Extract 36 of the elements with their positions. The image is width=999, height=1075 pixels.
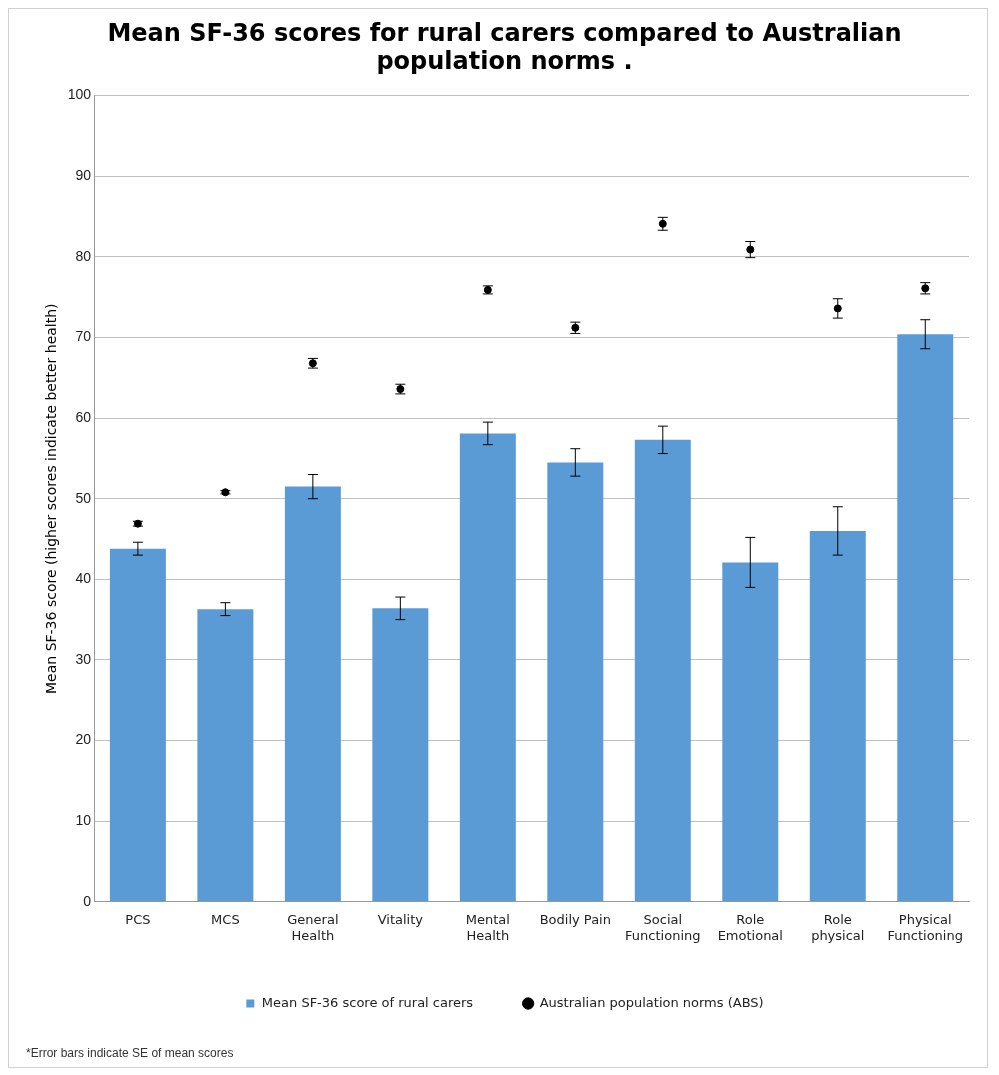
bar xyxy=(722,562,779,902)
y-tick-label: 70 xyxy=(75,328,92,345)
x-tick-label: PCS xyxy=(125,911,151,927)
bar xyxy=(284,486,341,902)
chart-title: Mean SF-36 scores for rural carers compared to Australian population norms . xyxy=(107,18,902,76)
x-tick-label: MCS xyxy=(211,911,240,927)
y-tick-label: 20 xyxy=(75,731,92,748)
y-tick-label: 80 xyxy=(75,247,92,264)
bar xyxy=(634,439,691,902)
y-axis-title: Mean SF-36 score (higher scores indicate better health) xyxy=(43,303,60,694)
y-tick-label: 60 xyxy=(75,408,92,425)
x-tick-label: Role physical xyxy=(811,911,865,943)
bar xyxy=(459,433,516,902)
y-tick-label: 100 xyxy=(67,86,92,103)
bar xyxy=(809,530,866,902)
x-tick-label: Role Emotional xyxy=(717,911,783,943)
y-tick-label: 10 xyxy=(75,812,92,829)
x-tick-label: General Health xyxy=(287,911,339,943)
x-tick-label: Vitality xyxy=(377,911,424,927)
x-tick-label: Bodily Pain xyxy=(539,911,611,927)
y-tick-label: 0 xyxy=(83,892,92,909)
y-tick-label: 50 xyxy=(75,489,92,506)
x-tick-label: Social Functioning xyxy=(625,911,701,943)
y-tick-label: 40 xyxy=(75,570,92,587)
y-tick-label: 90 xyxy=(75,167,92,184)
text: *Error bars indicate SE of mean scores xyxy=(26,1046,234,1060)
legend-label: Australian population norms (ABS) xyxy=(539,994,764,1010)
bar xyxy=(372,608,429,902)
x-tick-label: Physical Functioning xyxy=(887,911,963,943)
y-tick-label: 30 xyxy=(75,650,92,667)
bar xyxy=(197,609,254,902)
bar xyxy=(547,462,604,902)
x-tick-label: Mental Health xyxy=(465,911,510,943)
bar xyxy=(897,334,954,902)
bar xyxy=(109,548,166,902)
legend-label: Mean SF-36 score of rural carers xyxy=(261,994,474,1010)
